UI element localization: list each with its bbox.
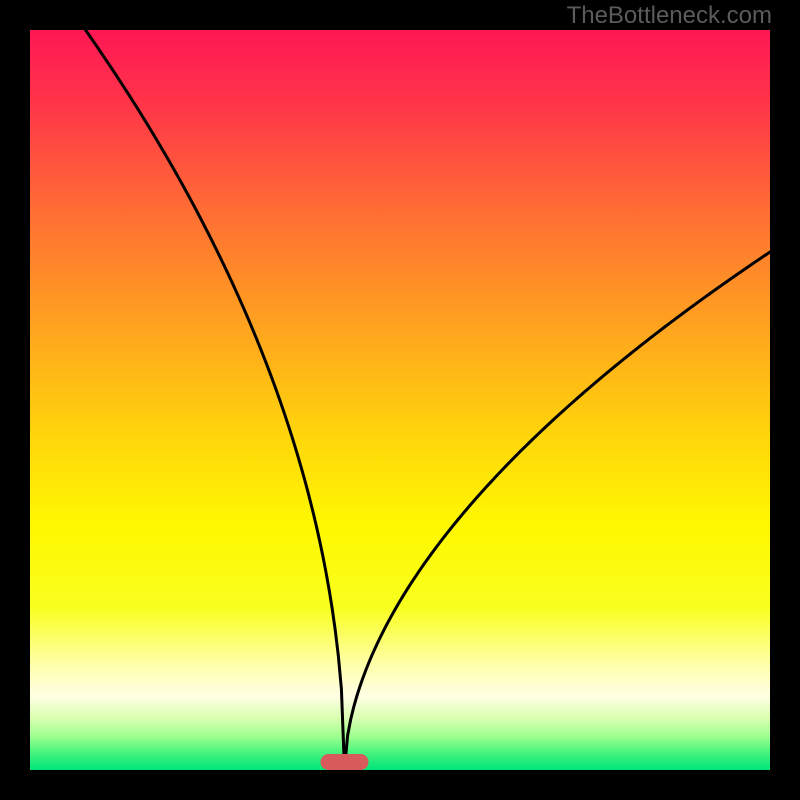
plot-area	[30, 30, 770, 770]
watermark-text: TheBottleneck.com	[567, 2, 772, 30]
min-marker	[321, 754, 369, 770]
gradient-background	[30, 30, 770, 770]
frame-right	[770, 0, 800, 800]
frame-bottom	[0, 770, 800, 800]
chart-svg	[30, 30, 770, 770]
frame-left	[0, 0, 30, 800]
